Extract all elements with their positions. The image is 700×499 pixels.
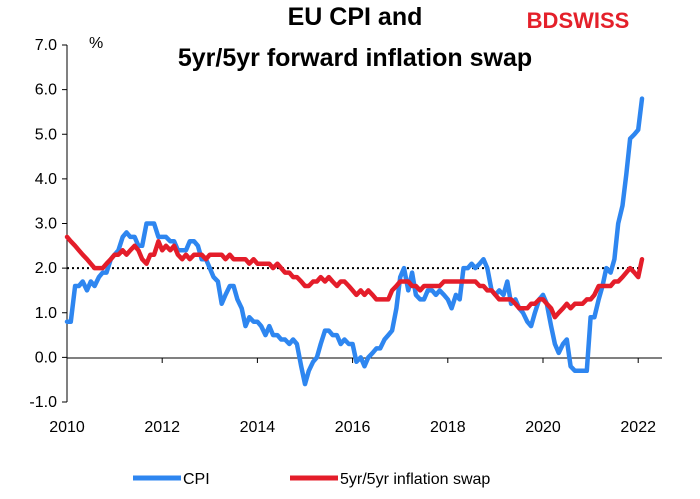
x-tick-label: 2020: [525, 419, 561, 436]
legend: CPI 5yr/5yr inflation swap: [133, 471, 490, 488]
x-tick-label: 2022: [620, 419, 656, 436]
y-tick-label: 3.0: [35, 216, 57, 233]
series-line-inflation-swap: [64, 234, 645, 320]
logo-swiss-text: SWISS: [558, 8, 629, 33]
y-tick-label: 5.0: [35, 126, 57, 143]
y-axis-ticks: -1.0 0.0 1.0 2.0 3.0 4.0 5.0 6.0 7.0: [29, 37, 67, 411]
x-tick-label: 2018: [430, 419, 466, 436]
y-tick-label: 2.0: [35, 260, 57, 277]
svg-text:BDSWISS: BDSWISS: [527, 8, 630, 33]
x-axis-ticks: 2010 2012 2014 2016 2018 2020 2022: [49, 358, 656, 436]
y-tick-label: 1.0: [35, 305, 57, 322]
y-tick-label: -1.0: [29, 394, 57, 411]
series-line-cpi: [64, 96, 645, 387]
chart-title-line-2: 5yr/5yr forward inflation swap: [178, 44, 532, 72]
y-tick-label: 4.0: [35, 171, 57, 188]
y-tick-label: 6.0: [35, 82, 57, 99]
x-tick-label: 2012: [144, 419, 180, 436]
y-tick-label: 7.0: [35, 37, 57, 54]
x-tick-label: 2010: [49, 419, 85, 436]
legend-item-inflation-swap-label: 5yr/5yr inflation swap: [340, 471, 490, 488]
y-axis-unit: %: [89, 35, 103, 52]
legend-item-cpi-label: CPI: [183, 471, 210, 488]
x-tick-label: 2014: [240, 419, 276, 436]
series-group: [64, 96, 645, 387]
axes: [66, 45, 662, 402]
chart-title-line-1: EU CPI and: [288, 3, 423, 31]
x-tick-label: 2016: [335, 419, 371, 436]
y-tick-label: 0.0: [35, 349, 57, 366]
bdswiss-logo: BDSWISS: [527, 8, 630, 33]
logo-bd-text: BD: [527, 8, 559, 33]
